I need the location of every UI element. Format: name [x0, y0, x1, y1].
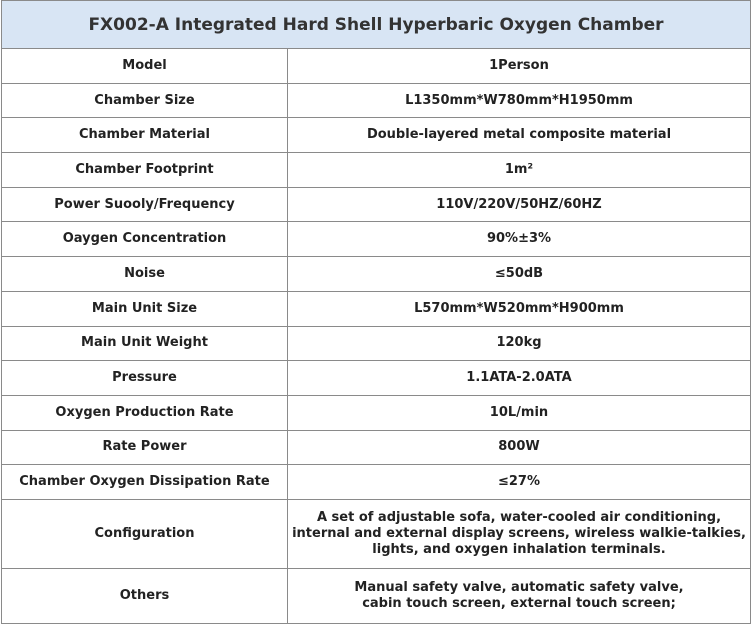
table-row: Power Suooly/Frequency 110V/220V/50HZ/60H… [1, 186, 751, 223]
table-title: FX002-A Integrated Hard Shell Hyperbaric… [1, 0, 751, 49]
row-label: Oxygen Production Rate [1, 394, 288, 431]
row-label: Model [1, 48, 288, 84]
row-value: ≤27% [287, 464, 751, 500]
row-value: 800W [287, 429, 751, 466]
row-value: 1.1ATA-2.0ATA [287, 360, 751, 396]
row-label: Chamber Material [1, 117, 288, 154]
table-row: Rate Power 800W [1, 429, 751, 466]
table-row: Chamber Material Double-layered metal com… [1, 117, 751, 154]
row-label: Others [1, 567, 288, 624]
row-label: Main Unit Weight [1, 325, 288, 362]
row-value: 1m² [287, 152, 751, 188]
table-row: Chamber Footprint 1m² [1, 152, 751, 188]
row-value: L570mm*W520mm*H900mm [287, 290, 751, 327]
table-row: Main Unit Size L570mm*W520mm*H900mm [1, 290, 751, 327]
row-value: 10L/min [287, 394, 751, 431]
row-value: A set of adjustable sofa, water-cooled a… [287, 498, 751, 569]
row-value: 110V/220V/50HZ/60HZ [287, 186, 751, 223]
value-line: internal and external display screens, w… [292, 525, 746, 541]
row-label: Oaygen Concentration [1, 221, 288, 258]
value-line: cabin touch screen, external touch scree… [362, 595, 676, 611]
row-label: Chamber Size [1, 82, 288, 119]
row-value: 120kg [287, 325, 751, 362]
table-row: Others Manual safety valve, automatic saf… [1, 567, 751, 624]
row-value: 1Person [287, 48, 751, 84]
table-row: Oaygen Concentration 90%±3% [1, 221, 751, 258]
table-row: Pressure 1.1ATA-2.0ATA [1, 360, 751, 396]
row-value: L1350mm*W780mm*H1950mm [287, 82, 751, 119]
row-label: Noise [1, 256, 288, 292]
table-row: Configuration A set of adjustable sofa, w… [1, 498, 751, 569]
row-value: Double-layered metal composite material [287, 117, 751, 154]
row-label: Power Suooly/Frequency [1, 186, 288, 223]
value-line: Manual safety valve, automatic safety va… [354, 579, 684, 595]
table-row: Chamber Size L1350mm*W780mm*H1950mm [1, 82, 751, 119]
value-line: A set of adjustable sofa, water-cooled a… [316, 509, 722, 525]
table-row: Chamber Oxygen Dissipation Rate ≤27% [1, 464, 751, 500]
row-label: Configuration [1, 498, 288, 569]
row-label: Main Unit Size [1, 290, 288, 327]
table-row: Model 1Person [1, 48, 751, 84]
table-row: Oxygen Production Rate 10L/min [1, 394, 751, 431]
value-line: lights, and oxygen inhalation terminals. [372, 541, 666, 557]
row-label: Pressure [1, 360, 288, 396]
row-value: ≤50dB [287, 256, 751, 292]
row-value: Manual safety valve, automatic safety va… [287, 567, 751, 624]
row-value: 90%±3% [287, 221, 751, 258]
table-row: Main Unit Weight 120kg [1, 325, 751, 362]
row-label: Chamber Footprint [1, 152, 288, 188]
row-label: Rate Power [1, 429, 288, 466]
row-label: Chamber Oxygen Dissipation Rate [1, 464, 288, 500]
table-row: Noise ≤50dB [1, 256, 751, 292]
